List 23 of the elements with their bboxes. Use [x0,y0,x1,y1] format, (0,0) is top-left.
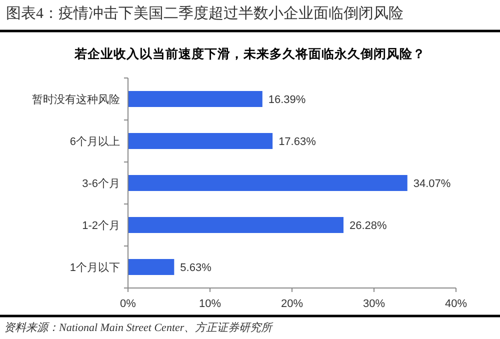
bar [128,259,174,275]
chart-subtitle: 若企业收入以当前速度下滑，未来多久将面临永久倒闭风险？ [74,46,426,61]
y-tick-label: 3-6个月 [82,178,120,190]
data-label: 5.63% [180,262,212,274]
bar [128,91,262,107]
y-tick-label: 暂时没有这种风险 [32,93,120,106]
y-tick-label: 1-2个月 [82,220,120,232]
y-tick-label: 1个月以下 [70,261,120,274]
data-label: 34.07% [413,178,451,190]
x-tick-label: 0% [120,298,136,310]
x-tick-label: 30% [362,298,386,310]
x-tick-label: 10% [198,298,222,310]
data-label: 26.28% [349,220,388,232]
chart-title: 图表4：疫情冲击下美国二季度超过半数小企业面临倒闭风险 [6,5,404,22]
bar [128,217,344,233]
text: 资料来源：National Main Street Center、方正证券研究所 [4,321,274,334]
data-label: 17.63% [278,136,316,148]
bar [128,133,273,149]
x-tick-label: 40% [444,298,468,310]
x-tick-label: 20% [280,298,304,310]
y-tick-label: 6个月以上 [70,135,120,148]
data-label: 16.39% [268,94,306,106]
bar [128,175,408,191]
